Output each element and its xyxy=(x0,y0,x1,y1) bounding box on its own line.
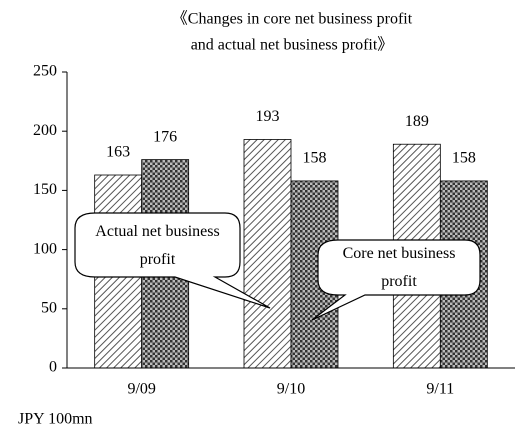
value-label: 163 xyxy=(106,144,130,161)
bar xyxy=(243,139,292,369)
chart-title: and actual net business profit》 xyxy=(191,37,394,54)
y-tick-label: 50 xyxy=(41,299,57,316)
value-label: 193 xyxy=(256,108,280,125)
y-tick-label: 250 xyxy=(33,63,57,80)
chart-title: 《Changes in core net business profit xyxy=(172,11,413,28)
value-label: 189 xyxy=(405,113,429,130)
callout-box xyxy=(311,239,481,321)
value-label: 176 xyxy=(153,128,177,145)
value-label: 158 xyxy=(303,150,327,167)
y-tick-label: 100 xyxy=(33,240,57,257)
x-tick-label: 9/11 xyxy=(426,381,454,398)
y-tick-label: 200 xyxy=(33,122,57,139)
callout-text: Core net business profit xyxy=(342,245,456,290)
callout-text: Actual net business profit xyxy=(95,223,220,268)
callout-box xyxy=(74,212,271,309)
value-label: 158 xyxy=(452,150,476,167)
unit-label: JPY 100mn xyxy=(18,411,93,428)
y-tick-label: 0 xyxy=(49,359,57,376)
y-tick-label: 150 xyxy=(33,181,57,198)
x-tick-label: 9/09 xyxy=(127,381,155,398)
x-tick-label: 9/10 xyxy=(277,381,305,398)
